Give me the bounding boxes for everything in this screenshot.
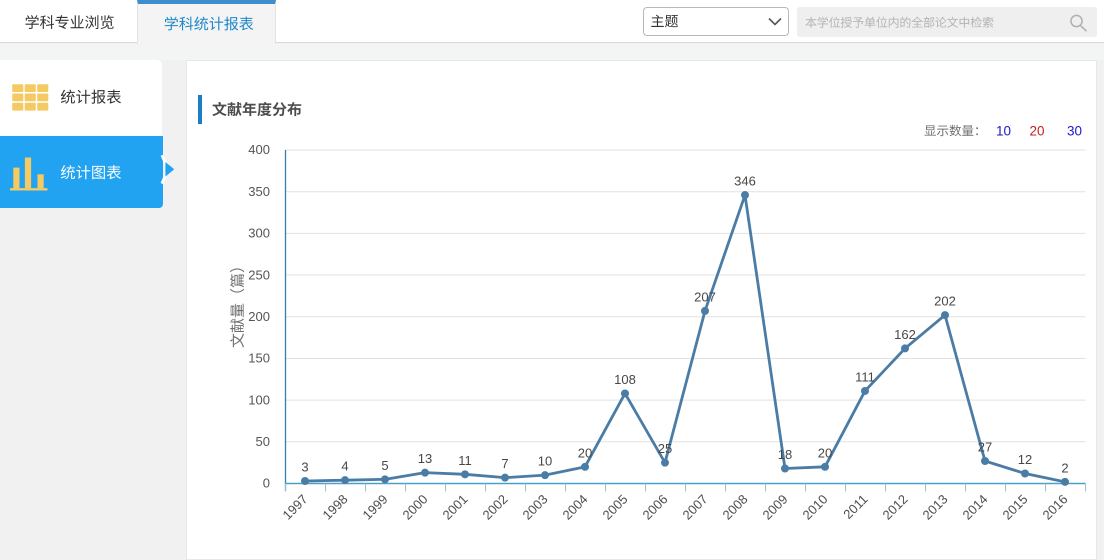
svg-text:18: 18 — [778, 447, 792, 462]
svg-text:20: 20 — [818, 445, 832, 460]
svg-text:2009: 2009 — [760, 492, 791, 523]
svg-text:27: 27 — [978, 440, 992, 455]
svg-text:50: 50 — [256, 434, 270, 449]
svg-text:346: 346 — [734, 174, 756, 189]
svg-text:2011: 2011 — [840, 492, 870, 522]
svg-text:100: 100 — [248, 392, 270, 407]
svg-text:2006: 2006 — [640, 492, 671, 523]
svg-text:10: 10 — [996, 124, 1011, 139]
svg-text:2003: 2003 — [520, 492, 551, 523]
svg-text:4: 4 — [341, 459, 348, 474]
svg-text:108: 108 — [614, 372, 636, 387]
svg-text:2012: 2012 — [880, 492, 911, 523]
svg-text:1999: 1999 — [360, 492, 391, 523]
svg-text:10: 10 — [538, 454, 552, 469]
svg-text:13: 13 — [418, 451, 432, 466]
svg-text:202: 202 — [934, 294, 956, 309]
svg-text:2013: 2013 — [920, 492, 951, 523]
svg-text:2010: 2010 — [800, 492, 831, 523]
svg-text:2000: 2000 — [400, 492, 431, 523]
svg-text:25: 25 — [658, 441, 672, 456]
svg-text:150: 150 — [248, 351, 270, 366]
svg-text:111: 111 — [855, 370, 875, 385]
svg-text:20: 20 — [578, 445, 592, 460]
svg-text:2015: 2015 — [1000, 492, 1031, 523]
svg-text:2007: 2007 — [680, 492, 711, 523]
svg-text:30: 30 — [1067, 124, 1082, 139]
svg-text:2: 2 — [1061, 460, 1068, 475]
svg-text:7: 7 — [501, 456, 508, 471]
svg-text:2008: 2008 — [720, 492, 751, 523]
svg-text:11: 11 — [458, 453, 472, 468]
svg-text:20: 20 — [1030, 124, 1045, 139]
svg-text:12: 12 — [1018, 452, 1032, 467]
svg-text:2004: 2004 — [560, 492, 591, 523]
svg-text:1998: 1998 — [320, 492, 351, 523]
svg-text:400: 400 — [248, 142, 270, 157]
svg-text:200: 200 — [248, 309, 270, 324]
svg-text:207: 207 — [694, 289, 716, 304]
svg-text:162: 162 — [894, 327, 916, 342]
svg-text:2001: 2001 — [440, 492, 471, 523]
svg-text:1997: 1997 — [280, 492, 311, 523]
svg-text:5: 5 — [381, 458, 388, 473]
svg-text:2014: 2014 — [960, 492, 991, 523]
svg-text:2002: 2002 — [480, 492, 511, 523]
svg-text:250: 250 — [248, 267, 270, 282]
svg-text:350: 350 — [248, 184, 270, 199]
svg-text:2016: 2016 — [1040, 492, 1071, 523]
svg-text:2005: 2005 — [600, 492, 631, 523]
svg-text:0: 0 — [263, 476, 270, 491]
svg-text:300: 300 — [248, 226, 270, 241]
svg-text:3: 3 — [301, 460, 308, 475]
